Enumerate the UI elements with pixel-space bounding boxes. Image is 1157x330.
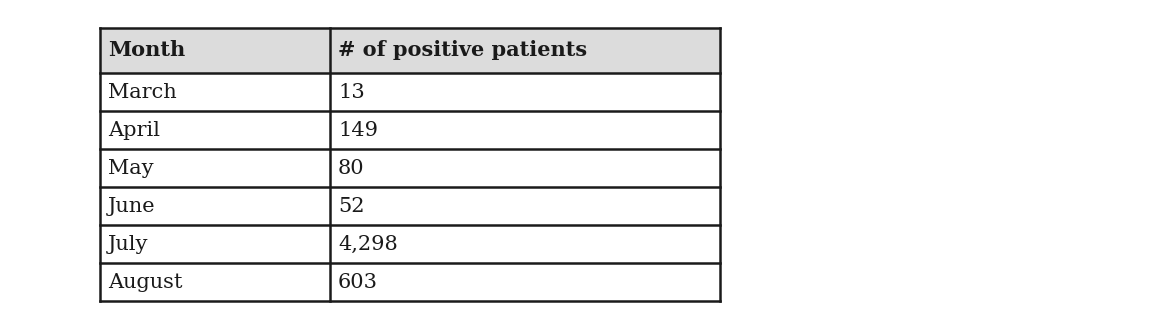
Text: July: July — [108, 235, 148, 253]
Bar — [330, 28, 720, 73]
Bar — [100, 111, 330, 149]
Bar — [330, 73, 720, 111]
Text: June: June — [108, 196, 156, 215]
Bar — [330, 225, 720, 263]
Bar — [100, 187, 330, 225]
Bar — [100, 73, 330, 111]
Text: May: May — [108, 158, 154, 178]
Text: Month: Month — [108, 41, 185, 60]
Text: August: August — [108, 273, 183, 291]
Text: # of positive patients: # of positive patients — [338, 41, 587, 60]
Bar — [100, 225, 330, 263]
Text: 80: 80 — [338, 158, 364, 178]
Text: 4,298: 4,298 — [338, 235, 398, 253]
Text: 149: 149 — [338, 120, 378, 140]
Text: March: March — [108, 82, 177, 102]
Bar — [330, 187, 720, 225]
Bar — [100, 149, 330, 187]
Text: 52: 52 — [338, 196, 364, 215]
Bar — [330, 263, 720, 301]
Text: 603: 603 — [338, 273, 378, 291]
Bar — [330, 111, 720, 149]
Bar — [100, 263, 330, 301]
Text: 13: 13 — [338, 82, 364, 102]
Text: April: April — [108, 120, 160, 140]
Bar — [100, 28, 330, 73]
Bar — [330, 149, 720, 187]
